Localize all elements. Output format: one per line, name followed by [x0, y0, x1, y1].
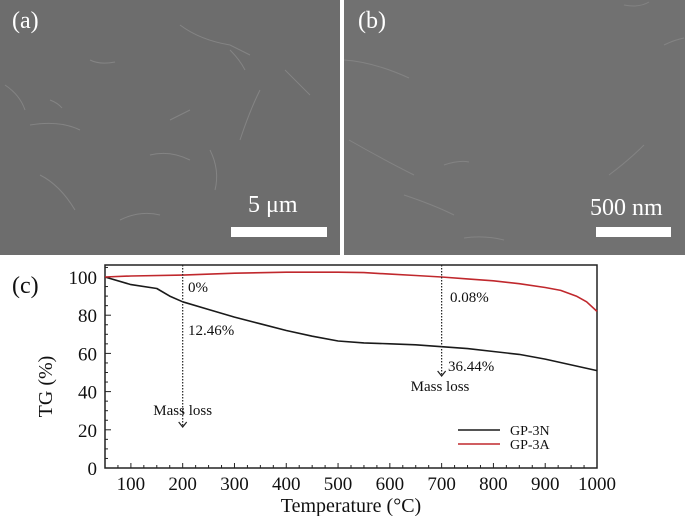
- series-line-gp-3n: [104, 276, 598, 372]
- y-tick-label: 40: [78, 383, 97, 404]
- annotation-text: 36.44%: [448, 359, 494, 375]
- x-tick-label: 700: [427, 474, 456, 495]
- x-tick-label: 1000: [578, 474, 616, 495]
- scale-bar-text-b: 500 nm: [590, 195, 663, 221]
- x-tick-label: 200: [168, 474, 197, 495]
- panel-label-b: (b): [358, 8, 386, 34]
- arrow-down-icon: [178, 421, 188, 428]
- legend-label-gp-3n: GP-3N: [510, 424, 550, 439]
- x-tick-label: 400: [272, 474, 301, 495]
- legend-label-gp-3a: GP-3A: [510, 438, 551, 453]
- sem-image-a: (a) 5 μm: [0, 0, 340, 255]
- annotation-text: 12.46%: [188, 323, 234, 339]
- annotation-text: 0%: [188, 280, 208, 296]
- tg-plot: 100 200 300 400 500 600 700 800 900 1000 0 20 40 60 80…: [35, 264, 616, 517]
- sem-texture-b: [344, 1, 685, 241]
- x-tick-label: 800: [479, 474, 508, 495]
- x-axis-label: Temperature (°C): [281, 495, 421, 516]
- x-tick-label: 300: [220, 474, 249, 495]
- scale-bar-text-a: 5 μm: [248, 192, 298, 218]
- arrow-down-icon: [437, 370, 447, 377]
- sem-image-b: (b) 500 nm: [344, 0, 685, 255]
- y-tick-label: 60: [78, 344, 97, 365]
- panel-label-c: (c): [12, 273, 39, 299]
- scale-bar-b: [596, 227, 671, 237]
- y-tick-label: 80: [78, 306, 97, 327]
- x-tick-label: 500: [324, 474, 353, 495]
- annotation-text: Mass loss: [153, 403, 212, 419]
- series-line-gp-3a: [104, 271, 598, 312]
- x-tick-label: 600: [376, 474, 405, 495]
- x-tick-label: 100: [117, 474, 146, 495]
- panel-label-a: (a): [12, 8, 39, 34]
- tg-chart: (c) 100 200 300 400 500 600 700 800 900 1000 0 20 40…: [0, 255, 685, 517]
- x-tick-label: 900: [531, 474, 560, 495]
- y-tick-label: 0: [88, 459, 98, 480]
- annotation-text: 0.08%: [450, 290, 489, 306]
- y-tick-label: 100: [69, 268, 98, 289]
- sem-texture-a: [4, 24, 311, 221]
- y-tick-label: 20: [78, 421, 97, 442]
- y-axis-label: TG (%): [35, 356, 57, 418]
- scale-bar-a: [231, 227, 327, 237]
- annotation-text: Mass loss: [411, 379, 470, 395]
